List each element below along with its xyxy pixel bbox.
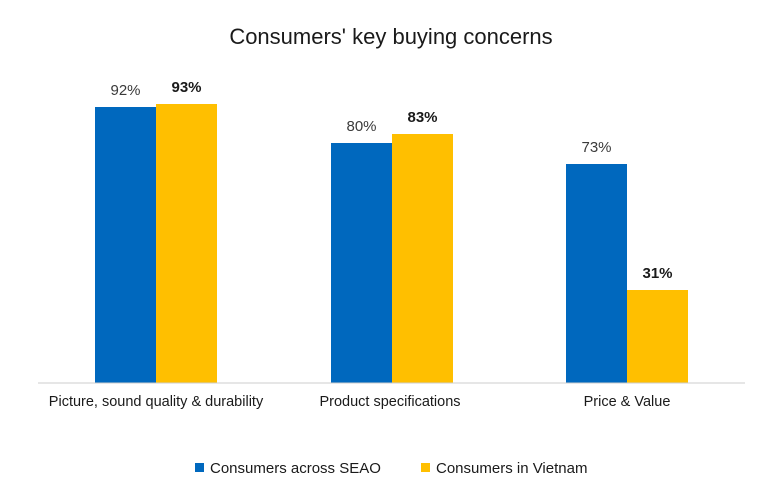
legend-label-seao: Consumers across SEAO	[210, 460, 381, 477]
data-label-seao-1: 80%	[346, 118, 376, 135]
chart-title: Consumers' key buying concerns	[229, 24, 552, 49]
category-label-2: Price & Value	[584, 394, 671, 410]
bar-vietnam-0	[156, 104, 217, 383]
data-label-seao-0: 92%	[110, 82, 140, 99]
category-label-1: Product specifications	[319, 394, 460, 410]
category-label-0: Picture, sound quality & durability	[49, 394, 264, 410]
data-label-vietnam-1: 83%	[407, 109, 437, 126]
data-label-vietnam-2: 31%	[642, 265, 672, 282]
bar-vietnam-2	[627, 290, 688, 383]
legend-label-vietnam: Consumers in Vietnam	[436, 460, 587, 477]
bars-layer: 92% 93% 80% 83% 73% 31%	[95, 79, 688, 383]
data-label-seao-2: 73%	[581, 139, 611, 156]
bar-seao-1	[331, 143, 392, 383]
legend-swatch-seao	[195, 463, 204, 472]
category-labels: Picture, sound quality & durability Produ…	[49, 394, 671, 410]
data-label-vietnam-0: 93%	[171, 79, 201, 96]
bar-vietnam-1	[392, 134, 453, 383]
legend: Consumers across SEAO Consumers in Vietn…	[195, 460, 587, 477]
bar-seao-2	[566, 164, 627, 383]
bar-seao-0	[95, 107, 156, 383]
legend-swatch-vietnam	[421, 463, 430, 472]
